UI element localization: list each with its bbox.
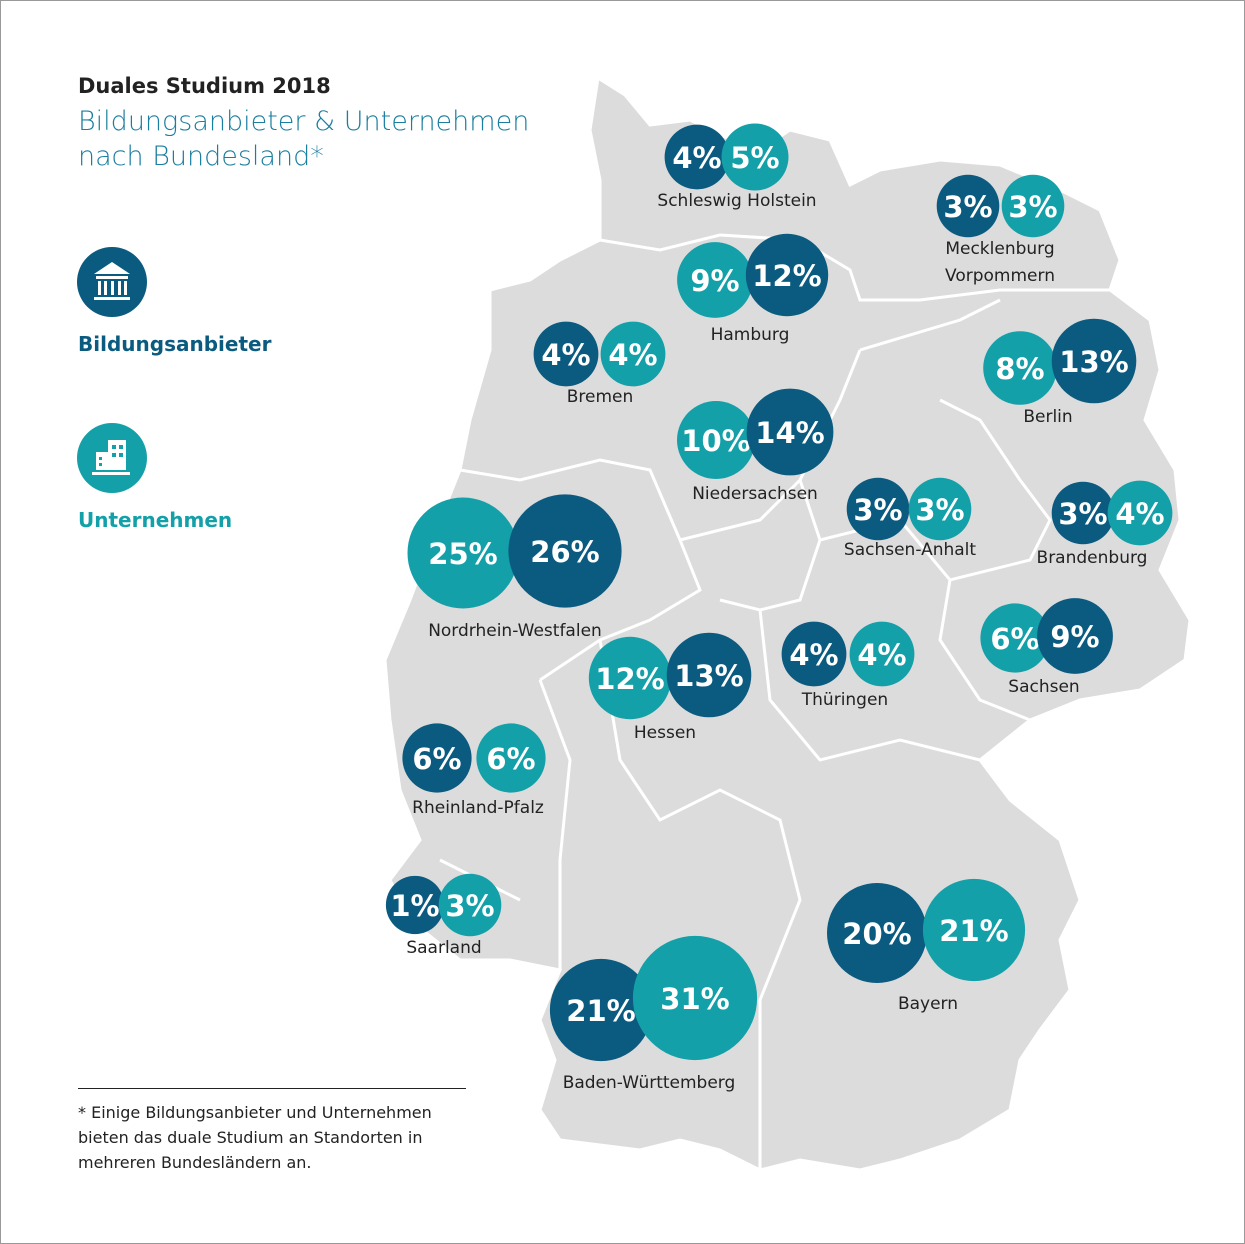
subtitle: Bildungsanbieter & Unternehmen nach Bund…: [78, 106, 530, 172]
bubble-label: 12%: [595, 662, 664, 696]
bubble-label: 6%: [990, 622, 1039, 656]
bubble-label: 3%: [943, 190, 992, 224]
state-name: Saarland: [406, 938, 482, 958]
bubble-unternehmen: [1107, 480, 1173, 546]
bubble-label: 9%: [690, 264, 739, 298]
bubble-bildung: [664, 124, 730, 190]
bubble-label: 4%: [1115, 497, 1164, 531]
bubble-bildung: [827, 883, 927, 983]
building-icon: [94, 262, 130, 300]
bubble-bildung: [402, 723, 472, 793]
bubble-bildung: [846, 477, 910, 541]
bubble-bildung: [936, 174, 1000, 238]
bubble-label: 1%: [390, 889, 439, 923]
bubble-label: 5%: [730, 141, 779, 175]
bubble-bildung: [745, 233, 829, 317]
bubble-bildung: [508, 494, 622, 608]
bubble-label: 3%: [1008, 190, 1057, 224]
bubble-unternehmen: [600, 321, 666, 387]
state-name: Niedersachsen: [692, 484, 818, 504]
bubble-label: 14%: [755, 416, 824, 450]
bubble-label: 12%: [752, 259, 821, 293]
bubble-label: 3%: [445, 889, 494, 923]
bubble-label: 9%: [1050, 620, 1099, 654]
bubble-unternehmen: [1001, 174, 1065, 238]
bubble-bildung: [781, 621, 847, 687]
state-name: Bremen: [566, 387, 634, 407]
bubble-label: 6%: [412, 742, 461, 776]
bubble-unternehmen: [438, 873, 502, 937]
bubble-bildung: [1051, 318, 1137, 404]
state-name: Baden-Württemberg: [562, 1073, 736, 1093]
bubble-unternehmen: [677, 242, 753, 318]
bubble-unternehmen: [849, 621, 915, 687]
bubble-bildung: [746, 388, 834, 476]
state-name: Mecklenburg Vorpommern: [945, 239, 1055, 286]
bubble-label: 13%: [674, 659, 743, 693]
bubble-bildung: [549, 958, 653, 1062]
bubble-label: 3%: [1058, 497, 1107, 531]
bubble-bildung: [385, 875, 445, 935]
bubble-unternehmen: [908, 477, 972, 541]
bubble-unternehmen: [407, 497, 519, 609]
bubble-bildung: [1051, 481, 1115, 545]
bubble-unternehmen: [980, 603, 1050, 673]
state-name: Hamburg: [710, 325, 790, 345]
bubble-label: 20%: [842, 917, 911, 951]
bubble-label: 4%: [789, 638, 838, 672]
state-name: Sachsen: [1008, 677, 1080, 697]
bubble-unternehmen: [476, 723, 546, 793]
state-name: Sachsen-Anhalt: [843, 540, 977, 560]
bubble-unternehmen: [922, 878, 1026, 982]
company-icon-windows: [99, 445, 123, 466]
state-name: Schleswig Holstein: [657, 191, 817, 211]
bubble-label: 10%: [681, 424, 750, 458]
title: Duales Studium 2018: [78, 74, 331, 98]
bubble-unternehmen: [721, 123, 789, 191]
state-name: Nordrhein-Westfalen: [428, 621, 602, 641]
bubble-bildung: [666, 632, 752, 718]
footnote-rule: [78, 1088, 466, 1089]
bubble-label: 21%: [939, 914, 1008, 948]
bubble-label: 3%: [915, 493, 964, 527]
bubble-label: 25%: [428, 537, 497, 571]
bubble-unternehmen: [983, 331, 1057, 405]
state-name: Berlin: [1023, 407, 1073, 427]
bubble-label: 4%: [672, 141, 721, 175]
bubble-label: 3%: [853, 493, 902, 527]
bubble-label: 4%: [541, 338, 590, 372]
bubble-label: 13%: [1059, 345, 1128, 379]
legend-label: Unternehmen: [78, 508, 233, 532]
bubble-label: 4%: [857, 638, 906, 672]
footnote: * Einige Bildungsanbieter und Unternehme…: [78, 1103, 432, 1172]
legend-label: Bildungsanbieter: [78, 332, 272, 356]
bubble-bildung: [533, 321, 599, 387]
bubble-label: 6%: [486, 742, 535, 776]
state-borders: [439, 233, 1110, 1170]
state-name: Hessen: [633, 723, 697, 743]
bubble-label: 31%: [660, 982, 729, 1016]
bubble-label: 8%: [995, 352, 1044, 386]
bubble-label: 21%: [566, 994, 635, 1028]
state-name: Bayern: [897, 994, 959, 1014]
bubble-label: 4%: [608, 338, 657, 372]
state-name: Thüringen: [801, 690, 889, 710]
state-name: Brandenburg: [1036, 548, 1148, 568]
bubble-unternehmen: [632, 935, 758, 1061]
bubble-unternehmen: [588, 636, 672, 720]
bubble-label: 26%: [530, 535, 599, 569]
state-name: Rheinland-Pfalz: [412, 798, 544, 818]
bubble-bildung: [1037, 598, 1113, 674]
bubble-unternehmen: [677, 401, 755, 479]
